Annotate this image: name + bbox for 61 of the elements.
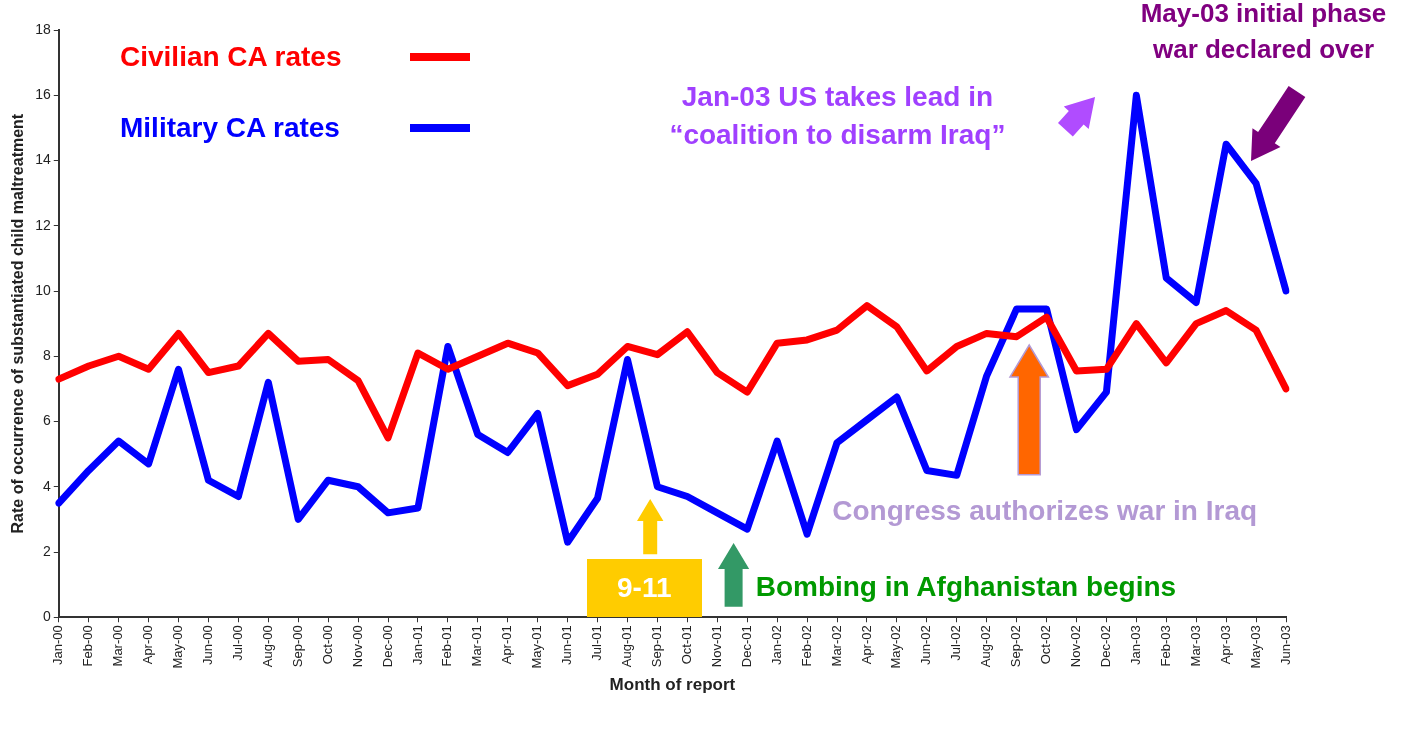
x-tick-label: Aug-00 [259, 625, 275, 668]
y-tick-label: 16 [35, 86, 51, 103]
x-tick-label: Apr-02 [858, 625, 874, 665]
x-tick-label: May-03 [1247, 625, 1263, 669]
x-tick-label: Jun-03 [1277, 625, 1293, 665]
y-axis-title: Rate of occurrence of substantiated child maltreatment [9, 113, 27, 534]
x-tick-label: Oct-02 [1038, 625, 1054, 665]
x-tick-label: Sep-00 [289, 625, 305, 668]
x-axis-title: Month of report [609, 675, 736, 695]
x-tick-label: Dec-02 [1097, 625, 1113, 668]
x-tick-label: Jun-01 [559, 625, 575, 665]
text: Military CA rates [120, 111, 340, 145]
x-tick-label: Jun-02 [918, 625, 934, 665]
x-tick-label: Dec-00 [379, 625, 395, 668]
x-tick-label: Sep-01 [649, 625, 664, 668]
x-tick-label: Mar-02 [828, 625, 844, 667]
x-tick-label: May-02 [888, 625, 904, 669]
x-tick-label: Feb-01 [439, 625, 455, 667]
x-tick-label: May-01 [529, 625, 545, 669]
x-tick-label: Apr-00 [140, 625, 156, 665]
x-tick-label: Jul-01 [589, 625, 605, 661]
x-tick-label: Apr-01 [499, 625, 515, 665]
x-tick-label: Feb-02 [798, 625, 814, 667]
x-tick-label: Aug-02 [978, 625, 994, 668]
x-tick-label: Nov-02 [1068, 625, 1084, 668]
x-tick-label: Jan-00 [50, 625, 66, 665]
y-tick-label: 8 [42, 347, 51, 364]
y-tick-label: 18 [35, 20, 51, 37]
annotation: May-03 initial phase war declared over [1139, 0, 1388, 67]
x-tick-label: Mar-00 [110, 625, 126, 667]
x-tick-label: Sep-02 [1008, 625, 1024, 668]
x-tick-label: Aug-01 [619, 625, 635, 668]
annotation: Congress authorizes war in Iraq [832, 493, 1259, 528]
x-tick-label: Jul-02 [948, 625, 964, 661]
x-tick-label: Dec-01 [738, 625, 754, 668]
x-tick-label: Jan-01 [409, 625, 425, 665]
x-tick-label: Jun-00 [200, 625, 216, 665]
annotation: Bombing in Afghanistan begins [755, 570, 1178, 605]
x-tick-label: Oct-01 [678, 625, 694, 665]
annotation: Jan-03 US takes lead in “coalition to disarm Iraq” [668, 80, 1007, 152]
y-tick-label: 6 [42, 412, 51, 429]
x-tick-label: Mar-01 [469, 625, 485, 667]
x-tick-label: Nov-00 [349, 625, 365, 668]
annotation: 9-11 [587, 559, 702, 618]
x-tick-label: Jan-03 [1127, 625, 1143, 665]
y-tick-label: 2 [42, 542, 51, 559]
x-tick-label: Mar-03 [1187, 625, 1203, 667]
y-tick-label: 0 [42, 608, 51, 625]
x-tick-label: Oct-00 [319, 625, 335, 665]
x-tick-label: Feb-03 [1157, 625, 1173, 667]
y-tick-label: 14 [35, 151, 51, 168]
y-tick-label: 4 [42, 477, 51, 494]
x-tick-label: Jan-02 [768, 625, 784, 665]
x-tick-label: Feb-00 [80, 625, 96, 667]
y-tick-label: 10 [35, 281, 51, 298]
y-tick-label: 12 [35, 216, 51, 233]
x-tick-label: Jul-00 [229, 625, 245, 661]
x-tick-label: Apr-03 [1217, 625, 1233, 665]
x-tick-label: Nov-01 [708, 625, 724, 668]
x-tick-label: May-00 [170, 625, 186, 669]
text: Civilian CA rates [120, 40, 342, 74]
